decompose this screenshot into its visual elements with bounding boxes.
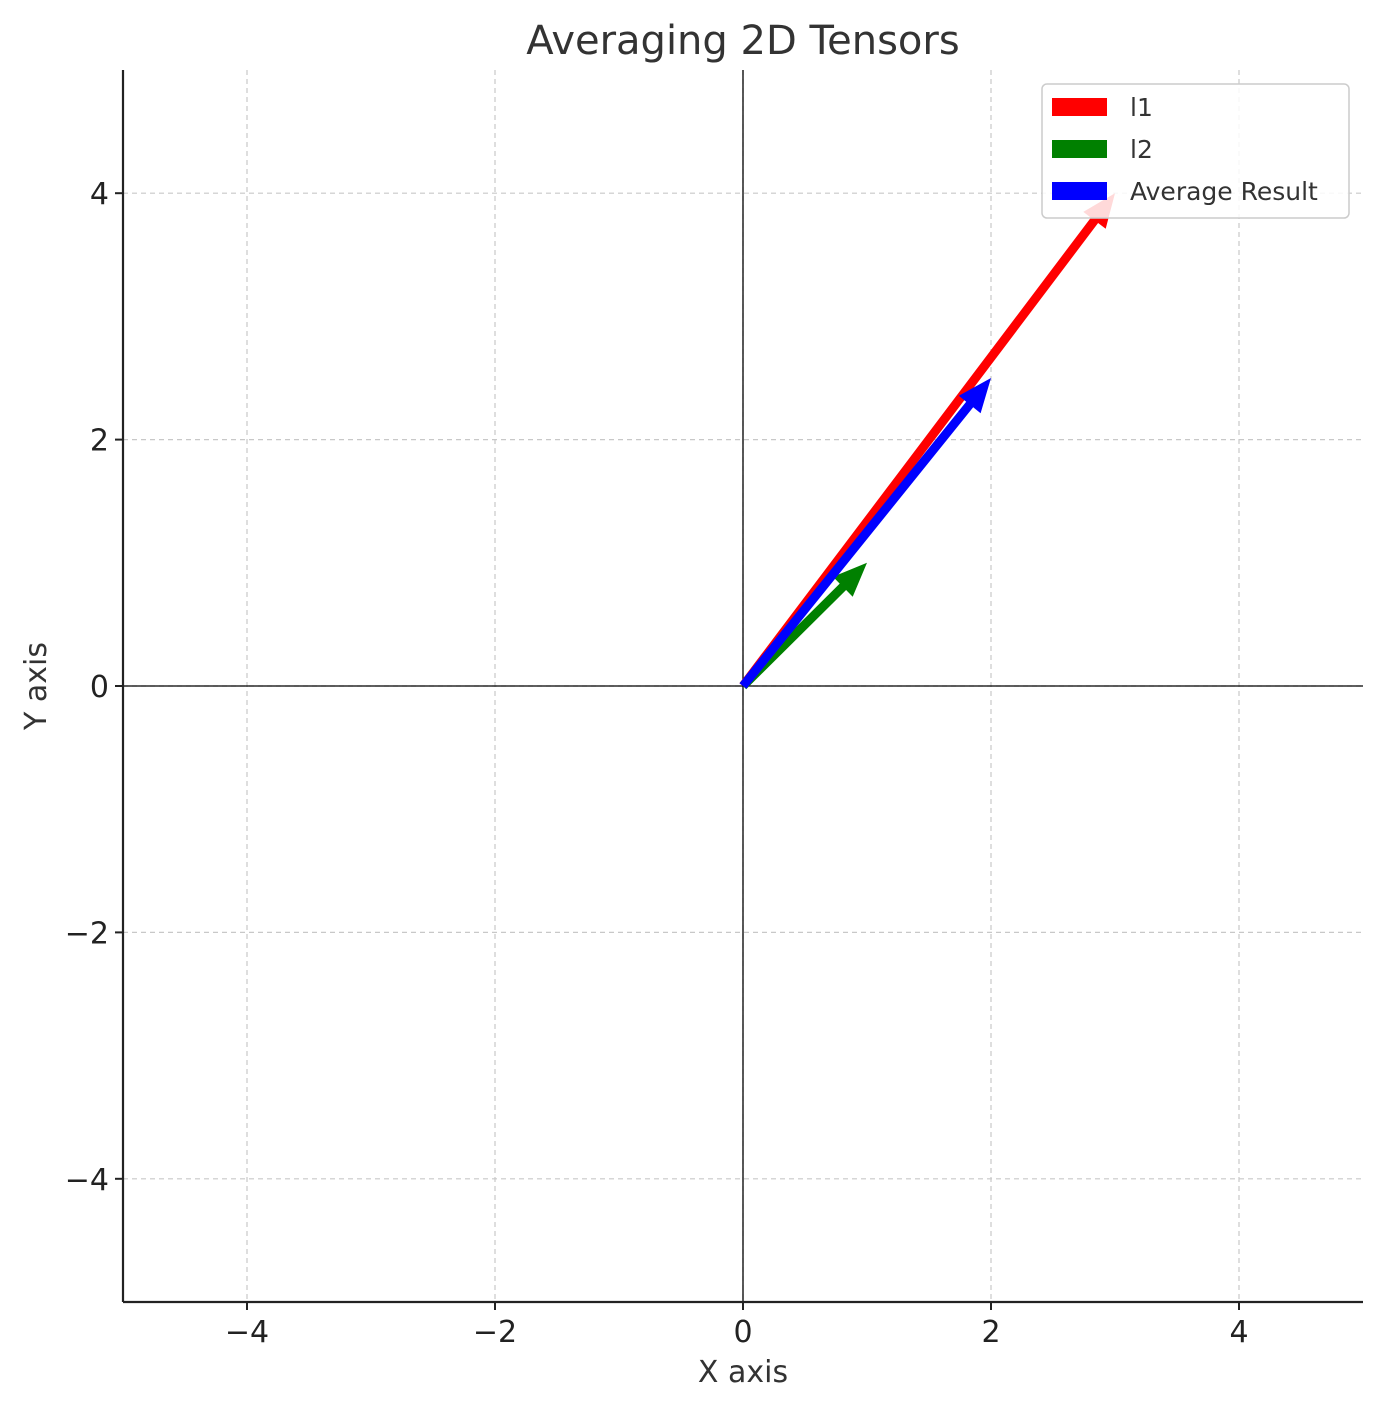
vector-arrow-l1 (739, 193, 1115, 689)
vector-arrow-average-result (739, 378, 991, 689)
legend-label-average-result: Average Result (1130, 177, 1318, 206)
legend-label-l2: l2 (1130, 135, 1153, 164)
y-tick-label: −4 (65, 1163, 109, 1198)
y-tick-label: 0 (90, 670, 109, 705)
x-tick-label: 2 (981, 1315, 1000, 1350)
y-tick-label: 2 (90, 424, 109, 459)
y-tick-label: −2 (65, 916, 109, 951)
y-tick-label: 4 (90, 177, 109, 212)
legend-label-l1: l1 (1130, 93, 1153, 122)
legend-swatch-l2 (1052, 140, 1107, 158)
chart-title: Averaging 2D Tensors (526, 18, 959, 64)
legend-swatch-l1 (1052, 98, 1107, 116)
legend-swatch-average-result (1052, 182, 1107, 200)
vector-arrows (739, 193, 1115, 690)
legend: l1 l2 Average Result (1041, 83, 1350, 219)
legend-frame (1041, 83, 1350, 219)
x-axis-label: X axis (698, 1355, 788, 1390)
y-axis-label: Y axis (19, 642, 54, 731)
x-tick-label: −2 (473, 1315, 517, 1350)
x-tick-label: −4 (225, 1315, 269, 1350)
x-tick-label: 0 (733, 1315, 752, 1350)
x-tick-label: 4 (1229, 1315, 1248, 1350)
axis-ticks: −4 −2 0 2 4 −4 −2 0 2 4 (65, 177, 1249, 1350)
